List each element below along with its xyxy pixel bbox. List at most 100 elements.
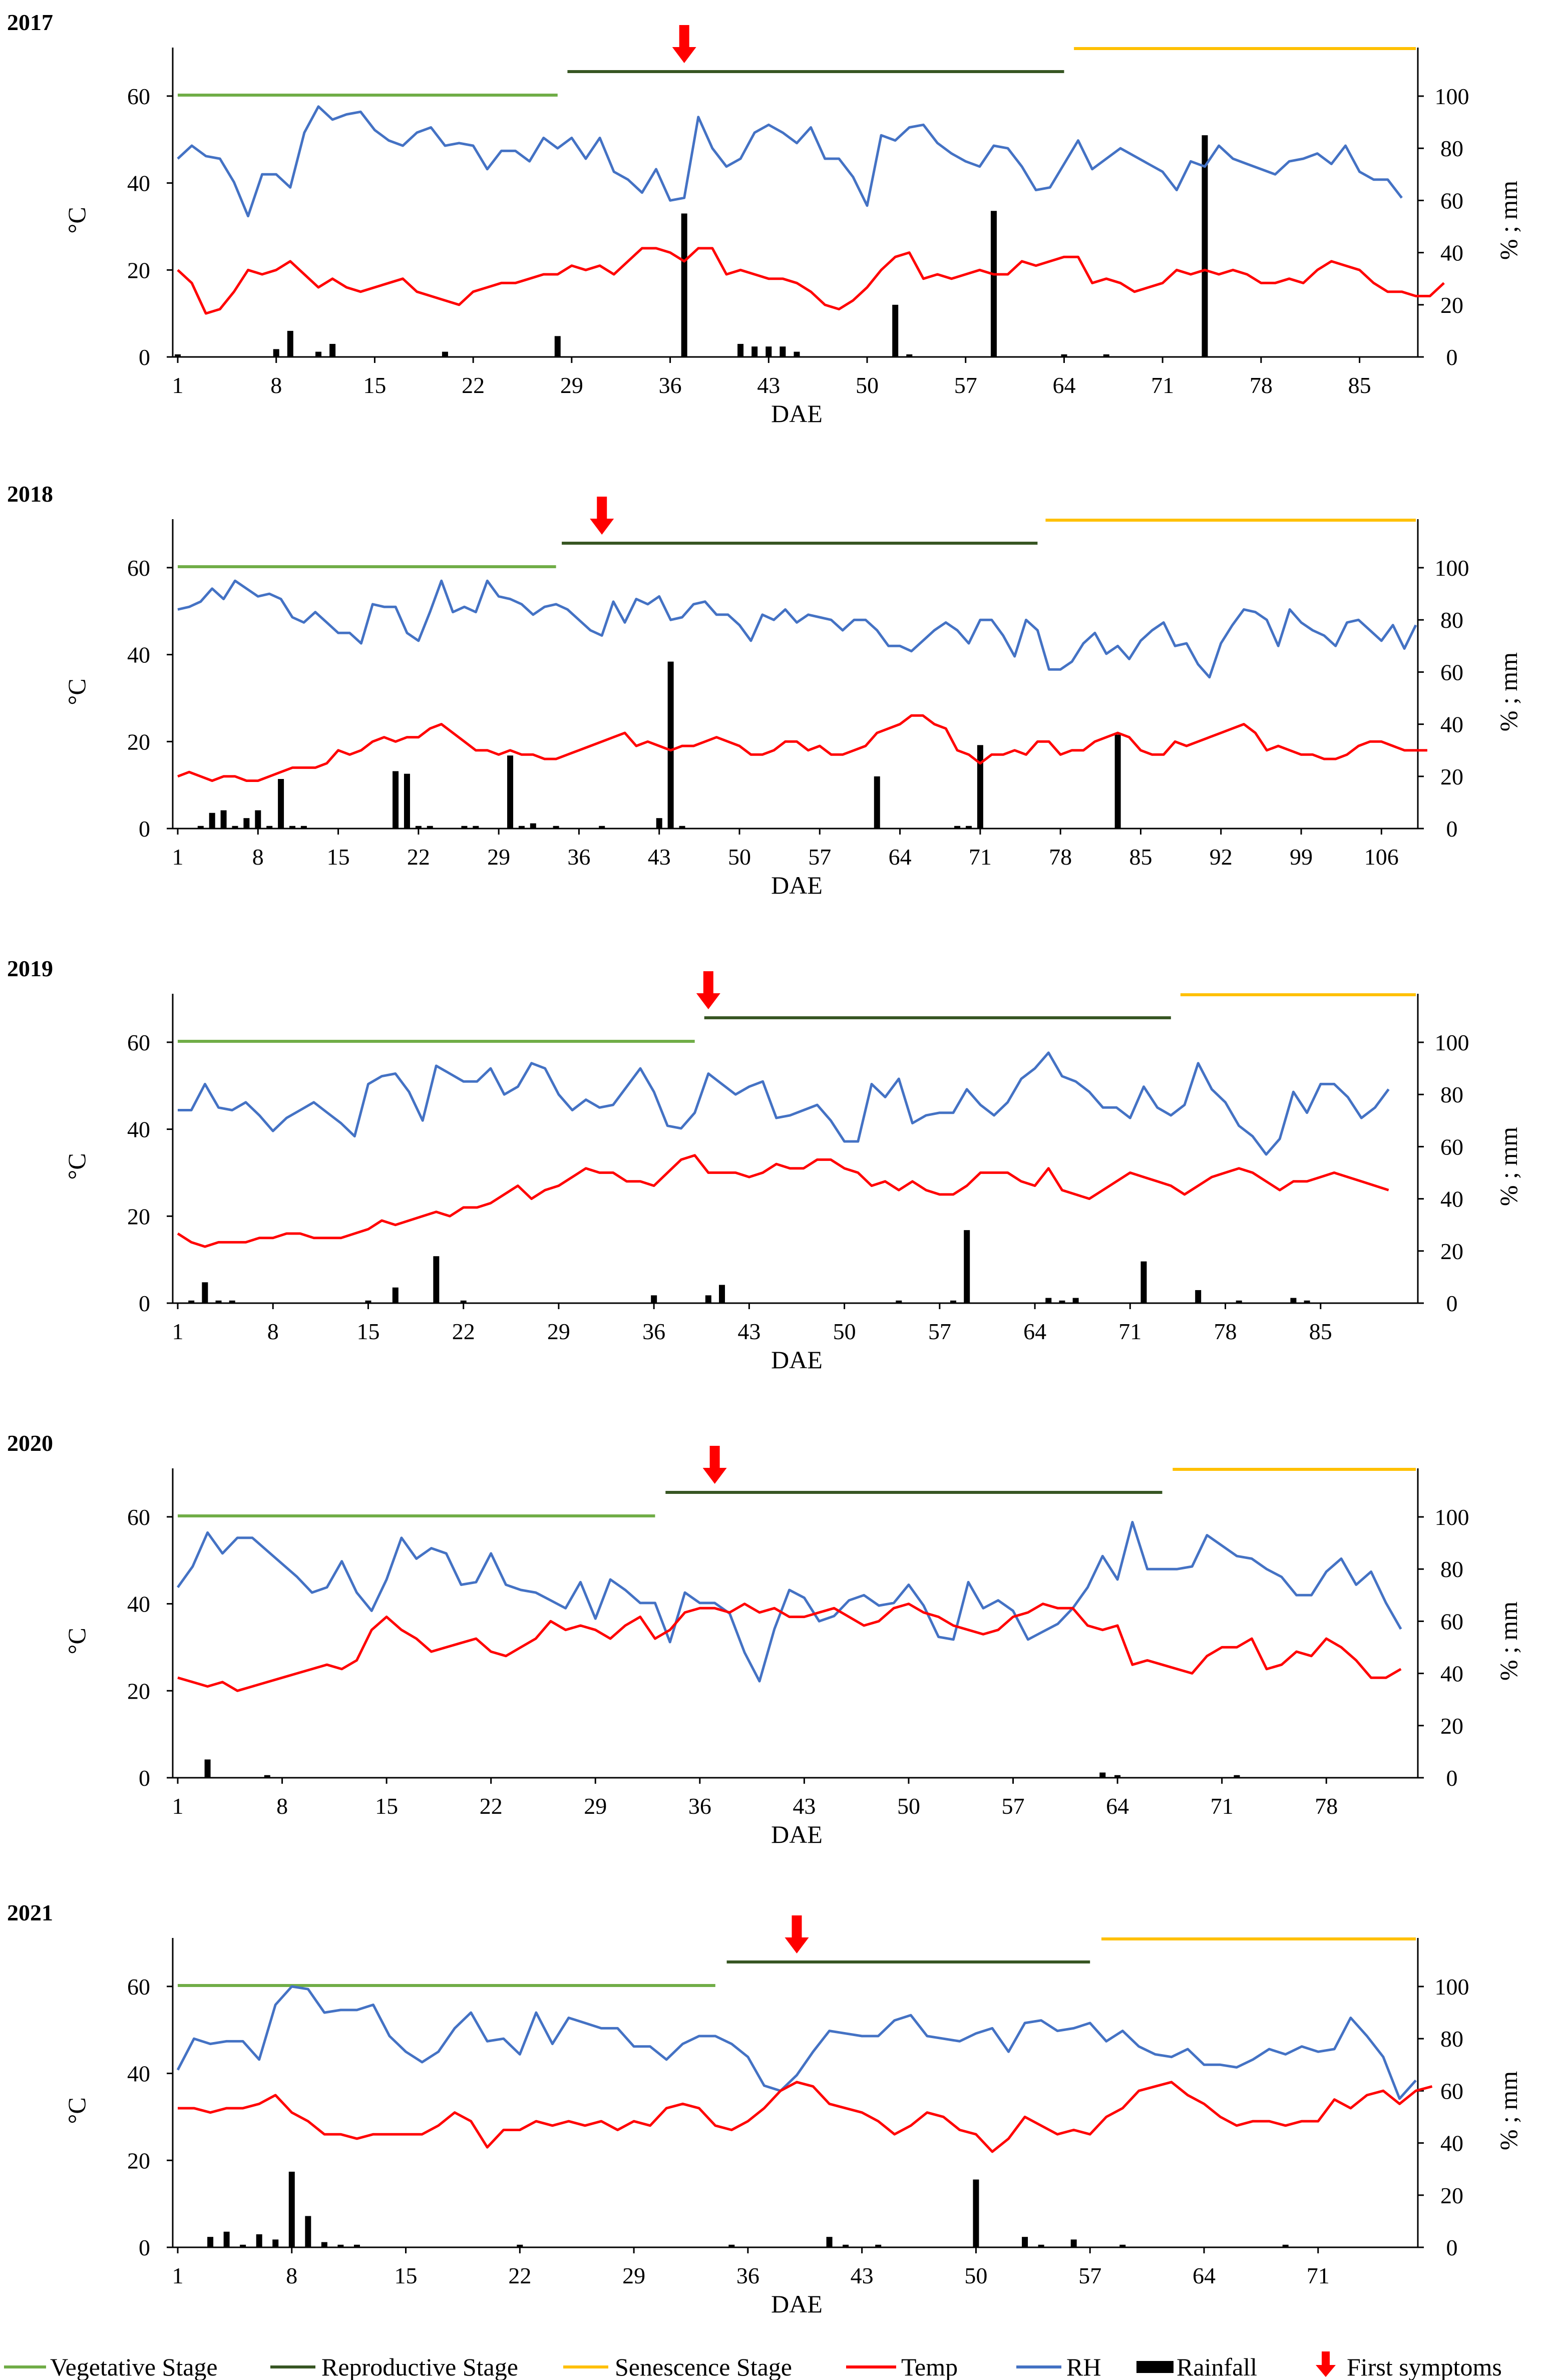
rainfall-bar xyxy=(266,826,273,829)
right-tick-label: 20 xyxy=(1440,764,1463,789)
rainfall-bar xyxy=(1099,1772,1106,1778)
x-tick-label: 64 xyxy=(1106,1793,1129,1819)
rainfall-bar xyxy=(843,2244,849,2247)
legend-swatch-rainfall xyxy=(1136,2361,1174,2373)
left-tick-label: 0 xyxy=(139,2235,150,2260)
right-tick-label: 40 xyxy=(1440,1186,1463,1212)
right-tick-label: 60 xyxy=(1440,659,1463,685)
rainfall-bar xyxy=(1202,135,1208,357)
right-tick-label: 40 xyxy=(1440,2131,1463,2156)
rainfall-bar xyxy=(977,745,983,829)
x-tick-label: 22 xyxy=(452,1319,475,1344)
left-tick-label: 60 xyxy=(127,1030,150,1055)
x-axis-title: DAE xyxy=(771,400,823,428)
x-tick-label: 15 xyxy=(395,2263,418,2288)
first-symptoms-arrow-icon xyxy=(590,497,614,535)
panel-title: 2019 xyxy=(7,956,53,981)
right-tick-label: 60 xyxy=(1440,1134,1463,1159)
rainfall-bar xyxy=(209,813,215,829)
x-tick-label: 15 xyxy=(356,1319,379,1344)
right-tick-label: 80 xyxy=(1440,607,1463,633)
rainfall-bar xyxy=(460,1300,467,1303)
rainfall-bar xyxy=(229,1300,235,1303)
left-axis-title: °C xyxy=(63,207,91,233)
rainfall-bar xyxy=(243,818,250,829)
rh-series-line xyxy=(177,105,1403,218)
x-tick-label: 106 xyxy=(1364,844,1399,870)
temp-series-line xyxy=(177,714,1427,782)
rainfall-bar xyxy=(737,343,744,357)
x-tick-label: 85 xyxy=(1348,372,1371,398)
rainfall-bar xyxy=(973,2179,979,2247)
temp-series-line xyxy=(178,2081,1433,2153)
rainfall-bar xyxy=(681,213,687,357)
right-tick-label: 100 xyxy=(1435,1030,1469,1055)
right-tick-label: 20 xyxy=(1440,1713,1463,1739)
legend-label-temp: Temp xyxy=(901,2353,958,2380)
left-tick-label: 60 xyxy=(127,555,150,581)
rainfall-bar xyxy=(530,823,536,829)
rainfall-bar xyxy=(240,2244,246,2247)
right-tick-label: 100 xyxy=(1435,1504,1469,1530)
rainfall-bar xyxy=(964,1230,970,1303)
left-tick-label: 40 xyxy=(127,171,150,196)
x-tick-label: 22 xyxy=(508,2263,531,2288)
rainfall-bar xyxy=(507,755,514,829)
right-tick-label: 20 xyxy=(1440,2183,1463,2208)
left-tick-label: 20 xyxy=(127,1204,150,1229)
x-tick-label: 15 xyxy=(363,372,386,398)
rainfall-bar xyxy=(954,826,961,829)
left-tick-label: 20 xyxy=(127,1678,150,1704)
rainfall-bar xyxy=(1234,1775,1240,1778)
legend-item-reproductive: Reproductive Stage xyxy=(270,2353,518,2380)
x-tick-label: 50 xyxy=(728,844,751,870)
rainfall-bar xyxy=(305,2216,311,2247)
left-tick-label: 0 xyxy=(139,1765,150,1791)
x-tick-label: 15 xyxy=(327,844,350,870)
right-tick-label: 0 xyxy=(1446,1765,1458,1791)
x-tick-label: 8 xyxy=(267,1319,279,1344)
right-tick-label: 40 xyxy=(1440,712,1463,737)
rainfall-bar xyxy=(679,826,685,829)
right-tick-label: 0 xyxy=(1446,1291,1458,1316)
left-tick-label: 0 xyxy=(139,1291,150,1316)
left-tick-label: 20 xyxy=(127,2148,150,2173)
left-tick-label: 40 xyxy=(127,1592,150,1617)
rainfall-bar xyxy=(353,2244,360,2247)
temp-series-line xyxy=(177,247,1445,315)
right-tick-label: 0 xyxy=(1446,2235,1458,2260)
rainfall-bar xyxy=(1282,2244,1289,2247)
right-axis-title: % ; mm xyxy=(1494,1127,1522,1206)
left-tick-label: 20 xyxy=(127,729,150,754)
right-tick-label: 20 xyxy=(1440,1239,1463,1264)
x-tick-label: 8 xyxy=(276,1793,288,1819)
rainfall-bar xyxy=(1114,734,1121,829)
rainfall-bar xyxy=(289,826,295,829)
x-tick-label: 99 xyxy=(1290,844,1313,870)
left-tick-label: 60 xyxy=(127,1504,150,1530)
left-tick-label: 40 xyxy=(127,1117,150,1142)
left-axis-title: °C xyxy=(63,1153,91,1179)
temp-series-line xyxy=(177,1603,1402,1692)
x-tick-label: 57 xyxy=(928,1319,951,1344)
x-tick-label: 57 xyxy=(1078,2263,1101,2288)
rainfall-bar xyxy=(751,346,758,357)
rainfall-bar xyxy=(896,1300,902,1303)
left-axis-title: °C xyxy=(63,2097,91,2124)
x-axis-title: DAE xyxy=(771,1346,823,1374)
rainfall-bar xyxy=(1070,2239,1077,2247)
right-tick-label: 0 xyxy=(1446,816,1458,842)
temp-series-line xyxy=(177,1154,1389,1248)
rainfall-bar xyxy=(1140,1261,1147,1303)
panel-title: 2018 xyxy=(7,481,53,507)
x-tick-label: 1 xyxy=(172,372,184,398)
rainfall-bar xyxy=(278,779,284,829)
x-tick-label: 85 xyxy=(1309,1319,1332,1344)
rainfall-bar xyxy=(780,346,786,357)
chart-panel-2018: 2018 0 20 40 60 0 20 40 60 80 100 1 8 15 22 29 36 43 50 57 6… xyxy=(7,481,1522,899)
panel-title: 2021 xyxy=(7,1900,53,1925)
rainfall-bar xyxy=(273,349,279,357)
rainfall-bar xyxy=(554,336,561,357)
rainfall-bar xyxy=(553,826,559,829)
